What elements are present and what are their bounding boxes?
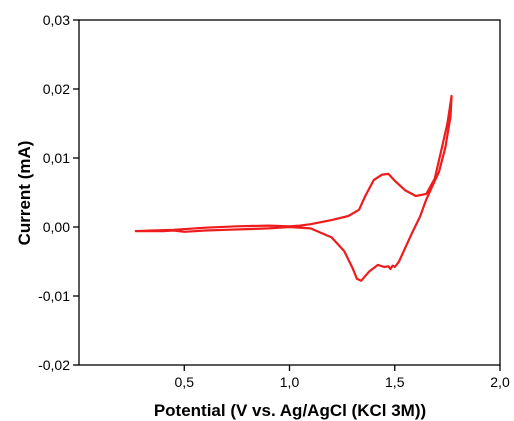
y-tick-label: -0,02 [38, 357, 70, 373]
y-tick-label: -0,01 [38, 288, 70, 304]
cv-curve-line [134, 94, 453, 282]
x-tick-label: 2,0 [490, 374, 510, 390]
plot-frame [78, 19, 501, 366]
y-tick-label: 0,02 [43, 81, 70, 97]
y-axis-title: Current (mA) [15, 141, 34, 246]
x-axis-title: Potential (V vs. Ag/AgCl (KCl 3M)) [154, 401, 426, 420]
x-tick-label: 1,0 [280, 374, 300, 390]
x-axis: 0,5 1,0 1,5 2,0 [175, 365, 510, 390]
y-tick-label: 0,00 [43, 219, 70, 235]
y-axis: -0,02 -0,01 0,00 0,01 0,02 0,03 [38, 12, 79, 373]
x-tick-label: 0,5 [175, 374, 195, 390]
y-tick-label: 0,01 [43, 150, 70, 166]
x-tick-label: 1,5 [385, 374, 405, 390]
y-tick-label: 0,03 [43, 12, 70, 28]
